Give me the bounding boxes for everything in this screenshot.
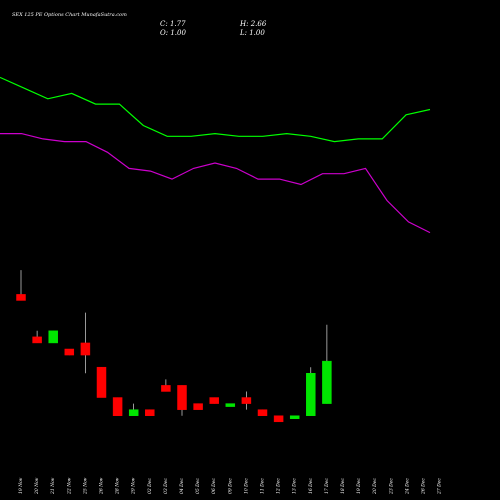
x-tick-label: 26 Nov	[99, 477, 105, 495]
x-tick-label: 13 Dec	[292, 478, 298, 494]
candle	[193, 403, 203, 410]
candle-body	[80, 342, 91, 356]
x-tick-label: 11 Dec	[260, 478, 266, 494]
high-readout: H: 2.66	[239, 20, 267, 28]
x-axis-ticks: 19 Nov 20 Nov 21 Nov 22 Nov 25 Nov 26 Nov 28 N…	[18, 477, 443, 495]
x-tick-label: 29 Nov	[131, 477, 137, 495]
candle-body	[177, 385, 187, 410]
x-tick-label: 27 Dec	[437, 478, 443, 495]
candle	[32, 330, 42, 344]
x-tick-label: 12 Dec	[276, 478, 282, 494]
candle-body	[48, 330, 58, 344]
candle	[257, 409, 268, 416]
candle-body	[289, 415, 300, 419]
x-tick-label: 09 Dec	[227, 478, 233, 494]
x-tick-label: 21 Nov	[50, 477, 56, 495]
candle-body	[16, 294, 26, 301]
indicator-bands	[0, 76, 431, 234]
x-tick-label: 23 Dec	[388, 478, 394, 495]
x-tick-label: 26 Dec	[421, 478, 427, 495]
open-readout: O: 1.00	[160, 29, 186, 37]
x-tick-label: 28 Nov	[115, 477, 121, 495]
x-tick-label: 20 Nov	[34, 477, 40, 495]
x-tick-label: 16 Dec	[308, 478, 314, 494]
x-tick-label: 05 Dec	[195, 478, 201, 494]
candle	[289, 415, 300, 419]
candle-body	[257, 409, 268, 416]
candle-body	[64, 348, 75, 356]
low-readout: L: 1.00	[239, 29, 265, 37]
candle-body	[112, 397, 123, 416]
candle	[48, 330, 58, 344]
candle-body	[32, 336, 42, 344]
candle	[322, 324, 332, 404]
candle	[80, 312, 91, 374]
candle-body	[145, 409, 155, 416]
close-readout: C: 1.77	[160, 20, 186, 28]
x-tick-label: 19 Nov	[18, 477, 24, 494]
candle	[273, 415, 284, 423]
x-tick-label: 20 Dec	[372, 478, 378, 495]
candle-body	[193, 403, 203, 410]
candle	[209, 397, 219, 404]
candle-body	[225, 403, 236, 407]
candle-body	[128, 409, 139, 416]
x-tick-label: 22 Nov	[66, 477, 72, 495]
candle-body	[241, 397, 252, 404]
candle	[225, 403, 236, 407]
candle	[112, 397, 123, 416]
x-tick-label: 17 Dec	[324, 478, 330, 494]
x-tick-label: 04 Dec	[179, 478, 185, 494]
candle	[64, 348, 75, 356]
candle	[128, 403, 139, 416]
candles	[16, 270, 332, 423]
candle	[16, 270, 26, 301]
x-tick-label: 03 Dec	[163, 478, 169, 494]
x-tick-label: 02 Dec	[147, 478, 153, 494]
candle	[161, 379, 171, 392]
candle	[241, 391, 252, 410]
candle-body	[209, 397, 219, 404]
x-tick-label: 18 Dec	[340, 478, 346, 494]
upper-band-line	[0, 76, 431, 143]
x-tick-label: 19 Dec	[356, 478, 362, 494]
x-tick-label: 24 Dec	[404, 478, 410, 495]
candle	[96, 366, 107, 398]
candle	[306, 367, 316, 416]
candle	[177, 385, 187, 416]
candle-body	[322, 360, 332, 404]
x-tick-label: 06 Dec	[211, 478, 217, 494]
chart-title: SEX 125 PE Options Chart MunafaSutra.com	[12, 12, 127, 18]
lower-band-line	[0, 133, 431, 234]
candle-body	[161, 385, 171, 392]
candle-body	[96, 366, 107, 398]
x-tick-label: 10 Dec	[243, 478, 249, 494]
candle-body	[306, 373, 316, 416]
candle-body	[273, 415, 284, 423]
x-tick-label: 25 Nov	[82, 477, 88, 495]
candle	[145, 409, 155, 416]
